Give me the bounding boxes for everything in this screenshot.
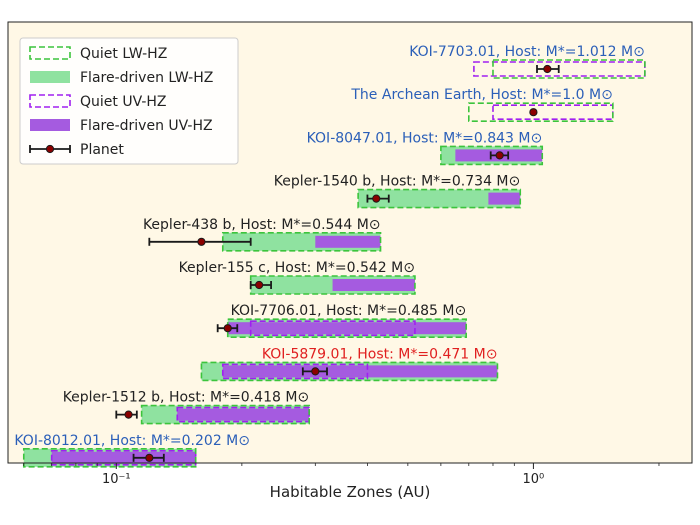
plot-frame: [7, 21, 693, 464]
legend-label: Quiet UV-HZ: [80, 94, 167, 110]
legend-item: Flare-driven LW-HZ: [30, 70, 213, 86]
legend-swatch: [45, 144, 55, 154]
system-row: [467, 102, 614, 122]
system-row: [200, 361, 499, 382]
planet-marker: [489, 151, 510, 160]
system-label: KOI-7703.01, Host: M*=1.012 M⊙: [409, 44, 645, 60]
quiet-lw-box: [226, 318, 467, 339]
system-row: [473, 59, 646, 79]
system-label: Kepler-155 c, Host: M*=0.542 M⊙: [179, 260, 415, 276]
quiet-lw-box: [492, 59, 646, 79]
planet-marker: [148, 237, 252, 246]
system-label: Kepler-1512 b, Host: M*=0.418 M⊙: [63, 390, 309, 406]
system-label: KOI-8047.01, Host: M*=0.843 M⊙: [307, 130, 543, 146]
quiet-uv-box: [50, 449, 197, 466]
quiet-lw-box: [200, 361, 499, 382]
system-row: [140, 404, 310, 425]
quiet-lw-box: [440, 145, 544, 166]
planet-markers-layer: [115, 64, 560, 462]
legend-label: Flare-driven LW-HZ: [80, 70, 213, 86]
legend-swatch: [29, 94, 71, 108]
system-row: [249, 275, 416, 295]
x-axis: 10⁻¹ 10⁰: [23, 463, 660, 487]
legend-box: [19, 37, 239, 165]
system-row: [22, 447, 197, 468]
flare-uv-bar: [177, 408, 310, 421]
system-label: KOI-7706.01, Host: M*=0.485 M⊙: [231, 303, 467, 319]
legend-item: Quiet UV-HZ: [29, 94, 167, 110]
quiet-lw-box: [357, 188, 522, 209]
legend: Quiet LW-HZ Flare-driven LW-HZ Quiet UV-HZ…: [19, 37, 239, 165]
system-label: Kepler-1540 b, Host: M*=0.734 M⊙: [274, 174, 520, 190]
system-row: [226, 318, 467, 339]
system-label: KOI-5879.01, Host: M*=0.471 M⊙: [262, 346, 498, 362]
legend-item: Flare-driven UV-HZ: [30, 118, 213, 134]
legend-swatch: [30, 119, 70, 131]
x-tick-label: 10⁰: [523, 472, 545, 487]
x-tick-label: 10⁻¹: [102, 472, 131, 487]
quiet-uv-box: [249, 320, 416, 337]
legend-swatch: [29, 46, 71, 60]
system-label: Kepler-438 b, Host: M*=0.544 M⊙: [143, 217, 381, 233]
quiet-uv-box: [473, 61, 646, 77]
system-labels-layer: KOI-7703.01, Host: M*=1.012 M⊙ The Archea…: [14, 44, 644, 449]
flare-uv-bar: [332, 279, 415, 291]
planet-marker: [216, 324, 239, 333]
legend-label: Quiet LW-HZ: [80, 46, 167, 62]
flare-uv-bar: [51, 451, 196, 464]
system-label: KOI-8012.01, Host: M*=0.202 M⊙: [14, 433, 250, 449]
quiet-lw-box: [22, 447, 197, 468]
planet-marker: [115, 410, 138, 419]
legend-item: Planet: [29, 142, 124, 158]
planet-marker: [132, 453, 165, 462]
system-label: The Archean Earth, Host: M*=1.0 M⊙: [350, 87, 612, 103]
range-bars-layer: [22, 59, 646, 468]
planet-marker: [529, 108, 538, 117]
x-axis-label: Habitable Zones (AU): [270, 483, 431, 501]
planet-marker: [536, 64, 560, 74]
legend-item: Quiet LW-HZ: [29, 46, 167, 62]
legend-label: Planet: [80, 142, 124, 158]
legend-label: Flare-driven UV-HZ: [80, 118, 213, 134]
planet-marker: [249, 280, 272, 290]
flare-lw-bar: [358, 189, 521, 208]
quiet-lw-box: [140, 404, 310, 425]
legend-swatch: [30, 71, 70, 83]
planet-marker: [301, 367, 328, 376]
quiet-uv-box: [221, 363, 369, 380]
quiet-lw-box: [467, 102, 614, 122]
system-row: [221, 232, 382, 252]
flare-uv-bar: [488, 192, 521, 205]
system-row: [357, 188, 522, 209]
planet-marker: [366, 194, 390, 203]
flare-uv-bar: [315, 235, 381, 248]
flare-uv-bar: [222, 365, 498, 378]
flare-uv-bar: [227, 322, 467, 335]
